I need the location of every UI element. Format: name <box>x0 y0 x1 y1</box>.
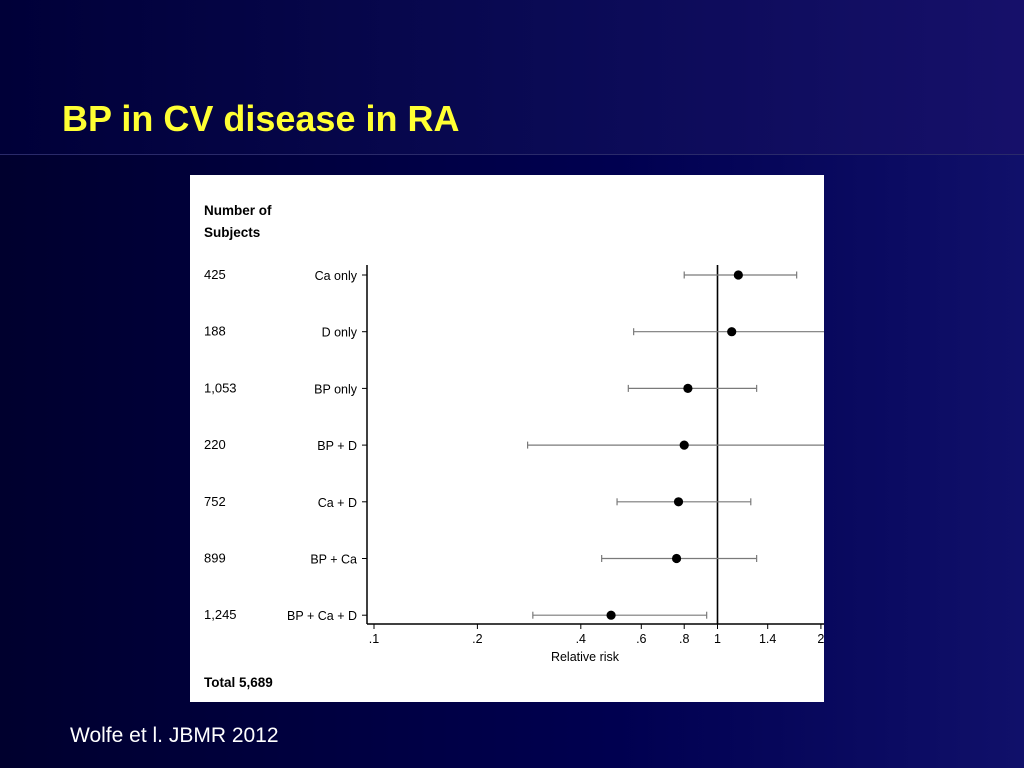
point-estimate <box>733 270 743 280</box>
x-tick-label: 2 <box>817 632 824 646</box>
row-label: Ca + D <box>318 496 357 510</box>
forest-plot: Number of Subjects Total 5,689 Relative … <box>204 203 824 690</box>
chart-panel: Number of Subjects Total 5,689 Relative … <box>190 175 824 702</box>
subjects-header-line2: Subjects <box>204 225 260 240</box>
point-estimate <box>606 610 616 620</box>
row-subjects-count: 752 <box>204 494 226 509</box>
row-label: D only <box>322 326 358 340</box>
point-estimate <box>671 553 682 564</box>
subjects-header-line1: Number of <box>204 203 272 218</box>
row-subjects-count: 220 <box>204 437 226 452</box>
title-bar: BP in CV disease in RA <box>0 0 1024 155</box>
x-axis-label: Relative risk <box>551 650 620 664</box>
row-label: Ca only <box>315 269 358 283</box>
row-label: BP + Ca <box>310 553 357 567</box>
x-tick-label: 1 <box>714 632 721 646</box>
row-label: BP only <box>314 382 358 396</box>
x-tick-label: .4 <box>576 632 586 646</box>
point-estimate <box>727 327 737 337</box>
point-estimate <box>683 383 693 393</box>
total-label: Total 5,689 <box>204 675 273 690</box>
x-tick-label: .2 <box>472 632 482 646</box>
x-tick-label: .6 <box>636 632 646 646</box>
row-subjects-count: 1,053 <box>204 380 237 395</box>
row-subjects-count: 188 <box>204 324 226 339</box>
row-subjects-count: 899 <box>204 551 226 566</box>
row-subjects-count: 1,245 <box>204 607 237 622</box>
point-estimate <box>673 497 684 507</box>
x-tick-label: 1.4 <box>759 632 776 646</box>
slide-title: BP in CV disease in RA <box>62 98 460 139</box>
x-tick-label: .1 <box>369 632 379 646</box>
row-subjects-count: 425 <box>204 267 226 282</box>
row-label: BP + D <box>317 439 357 453</box>
point-estimate <box>679 440 689 450</box>
citation: Wolfe et l. JBMR 2012 <box>70 724 279 747</box>
row-label: BP + Ca + D <box>287 609 357 623</box>
x-tick-label: .8 <box>679 632 689 646</box>
